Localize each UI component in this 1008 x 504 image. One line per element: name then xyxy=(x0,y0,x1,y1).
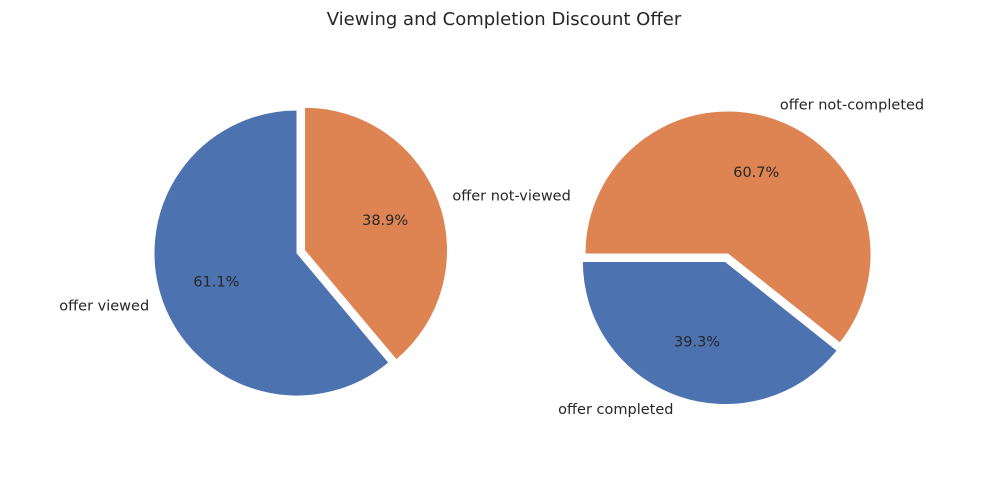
slice-percent-label: 61.1% xyxy=(193,274,239,290)
pie-slice xyxy=(304,106,449,361)
pie-slice xyxy=(581,261,838,406)
pie-viewing: 61.1% offer viewed 38.9% offer not-viewed xyxy=(59,106,571,397)
slice-label: offer viewed xyxy=(59,299,149,315)
slice-label: offer completed xyxy=(558,402,673,418)
chart-title: Viewing and Completion Discount Offer xyxy=(327,9,682,30)
slice-label: offer not-viewed xyxy=(452,189,570,205)
slice-percent-label: 39.3% xyxy=(674,335,720,351)
slice-percent-label: 60.7% xyxy=(733,165,779,181)
slice-percent-label: 38.9% xyxy=(362,213,408,229)
pie-slice xyxy=(153,109,390,397)
slice-label: offer not-completed xyxy=(780,98,924,114)
pie-slice xyxy=(584,110,872,344)
pie-completion: 39.3% offer completed 60.7% offer not-compl… xyxy=(558,98,924,419)
